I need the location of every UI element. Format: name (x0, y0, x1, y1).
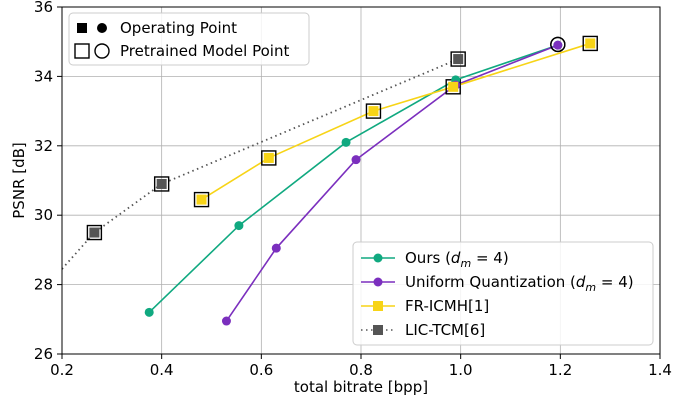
data-point-2-1 (263, 152, 274, 163)
hollow-circle-icon (94, 43, 110, 59)
legend-marker-1 (373, 277, 383, 287)
data-point-0-1 (234, 221, 244, 231)
data-point-2-4 (585, 38, 596, 49)
filled-circle-icon (97, 23, 107, 33)
legend-marker-0 (373, 253, 383, 263)
pretrained-marker-3-2 (450, 51, 466, 67)
y-tick-label-1: 28 (34, 276, 53, 294)
pretrained-marker-2-1 (261, 150, 277, 166)
series-line-3 (61, 58, 459, 270)
legend-label-2: FR-ICMH[1] (405, 297, 489, 315)
data-point-2-2 (368, 106, 379, 117)
legend-label-1: Uniform Quantization (dm = 4) (405, 273, 634, 294)
y-tick-label-2: 30 (34, 206, 53, 224)
x-tick-label-0: 0.2 (50, 361, 74, 379)
data-point-0-0 (144, 307, 154, 317)
marker-legend-box (68, 12, 310, 66)
pretrained-marker-1-0 (550, 36, 566, 53)
legend-marker-3 (373, 325, 383, 335)
marker-legend-label-1: Pretrained Model Point (120, 42, 289, 60)
y-tick-label-0: 26 (34, 345, 53, 363)
legend-label-0: Ours (dm = 4) (405, 249, 509, 270)
data-point-3-3 (453, 54, 464, 65)
data-point-2-3 (448, 81, 459, 92)
pretrained-marker-2-2 (365, 103, 382, 119)
marker-legend-label-0: Operating Point (120, 19, 237, 37)
data-point-1-2 (351, 155, 361, 165)
y-tick-label-5: 36 (34, 0, 53, 16)
x-tick-label-6: 1.4 (648, 361, 672, 379)
data-point-1-1 (271, 243, 281, 253)
x-tick-label-4: 1.0 (449, 361, 473, 379)
data-point-3-1 (89, 227, 100, 238)
x-tick-label-5: 1.2 (548, 361, 572, 379)
data-point-3-2 (156, 178, 167, 189)
data-point-1-0 (221, 316, 231, 326)
data-point-0-2 (341, 137, 351, 147)
marker-legend: Operating Point Pretrained Model Point (68, 12, 310, 66)
legend-label-3: LIC-TCM[6] (405, 321, 485, 339)
pretrained-marker-3-0 (86, 224, 103, 241)
x-tick-label-2: 0.6 (249, 361, 273, 379)
series-legend-box (352, 241, 654, 346)
x-tick-label-3: 0.8 (349, 361, 373, 379)
y-tick-label-3: 32 (34, 137, 53, 155)
x-axis-label: total bitrate [bpp] (294, 378, 428, 396)
series-legend: Ours (dm = 4) Uniform Quantization (dm = … (352, 241, 654, 346)
y-tick-label-4: 34 (34, 67, 53, 85)
x-tick-label-1: 0.4 (150, 361, 174, 379)
pretrained-marker-3-1 (153, 176, 170, 192)
filled-square-icon (77, 23, 87, 33)
y-axis-label: PSNR [dB] (10, 142, 28, 219)
data-point-2-0 (196, 194, 207, 205)
legend-marker-2 (373, 301, 383, 311)
pretrained-marker-2-0 (193, 191, 210, 208)
data-point-1-4 (553, 40, 563, 50)
pretrained-marker-2-4 (582, 35, 598, 52)
hollow-square-icon (74, 43, 90, 59)
